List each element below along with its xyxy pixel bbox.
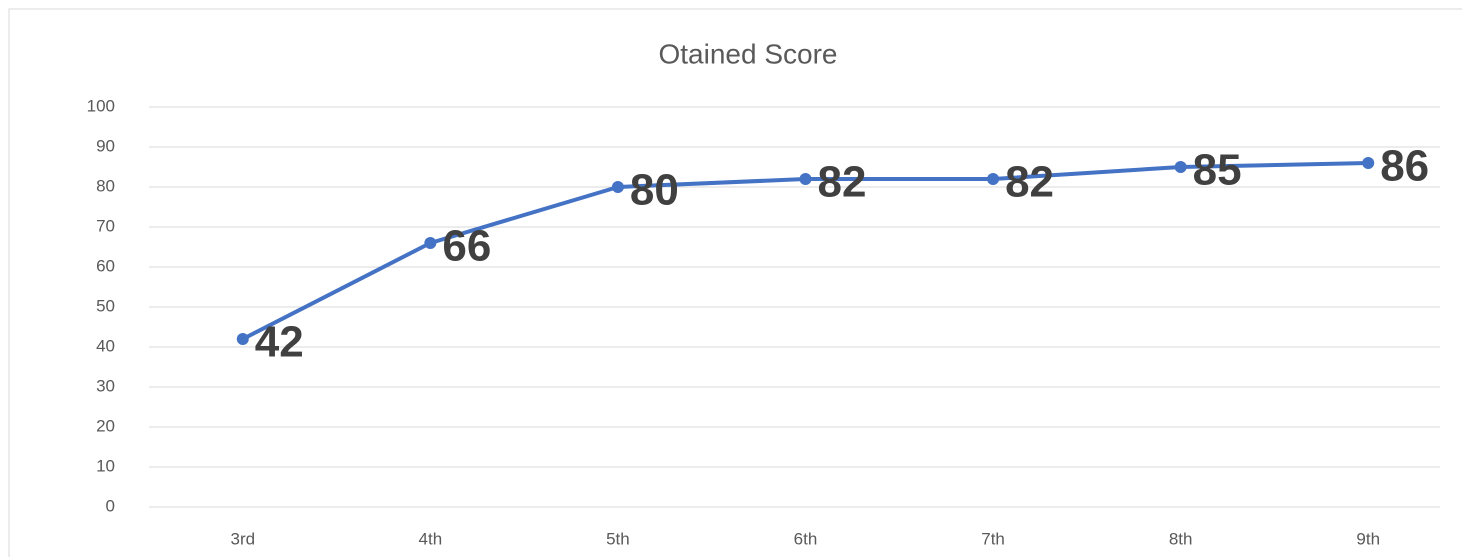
y-tick-label: 90: [96, 136, 115, 155]
data-point: [799, 173, 812, 185]
x-tick-label: 7th: [981, 529, 1005, 548]
y-tick-label: 70: [96, 216, 115, 235]
x-tick-label: 4th: [419, 529, 443, 548]
y-tick-label: 50: [96, 296, 115, 315]
y-tick-label: 40: [96, 336, 115, 355]
chart-title: Otained Score: [659, 38, 838, 69]
data-label: 82: [818, 158, 867, 207]
x-tick-label: 8th: [1169, 529, 1193, 548]
y-tick-label: 10: [96, 456, 115, 475]
data-point: [1362, 157, 1375, 169]
x-tick-label: 6th: [794, 529, 818, 548]
data-point: [611, 181, 624, 193]
data-label: 86: [1380, 142, 1429, 191]
y-tick-label: 30: [96, 376, 115, 395]
x-tick-label: 9th: [1356, 529, 1380, 548]
data-point: [236, 333, 249, 345]
y-tick-label: 0: [106, 496, 115, 515]
x-tick-label: 5th: [606, 529, 630, 548]
y-tick-label: 100: [87, 96, 115, 115]
data-label: 42: [255, 318, 304, 367]
chart-frame: [8, 8, 1462, 557]
y-tick-label: 20: [96, 416, 115, 435]
data-label: 85: [1193, 146, 1242, 195]
data-label: 82: [1005, 158, 1054, 207]
data-label: 66: [442, 222, 491, 271]
x-tick-label: 3rd: [230, 529, 255, 548]
y-tick-label: 60: [96, 256, 115, 275]
data-label: 80: [630, 166, 679, 215]
y-tick-label: 80: [96, 176, 115, 195]
data-point: [1174, 161, 1187, 173]
data-point: [987, 173, 1000, 185]
data-point: [424, 237, 437, 249]
